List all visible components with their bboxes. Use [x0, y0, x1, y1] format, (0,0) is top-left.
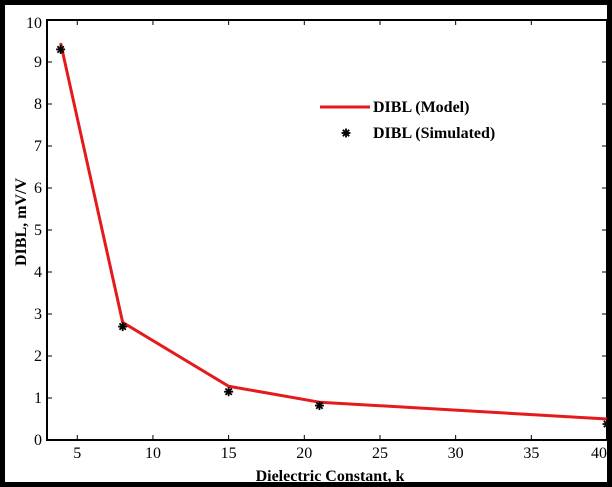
data-point-simulated	[224, 387, 234, 397]
y-tick-label: 7	[34, 138, 42, 155]
legend-asterisk	[341, 128, 351, 138]
x-tick-label: 15	[221, 445, 237, 462]
data-point-simulated	[314, 401, 324, 411]
y-tick-label: 3	[34, 306, 42, 323]
series-lines	[59, 42, 608, 421]
legend: DIBL (Model) DIBL (Simulated)	[320, 99, 495, 142]
x-tick-label: 35	[523, 445, 539, 462]
y-tick-label: 1	[34, 390, 42, 407]
plot-area	[46, 19, 608, 441]
y-tick-label: 6	[34, 180, 42, 197]
y-axis-label: DIBL, mV/V	[13, 178, 30, 266]
x-axis-label: Dielectric Constant, k	[256, 468, 405, 485]
series-line-model	[59, 42, 608, 421]
legend-label-simulated: DIBL (Simulated)	[373, 125, 495, 142]
x-tick-label: 5	[73, 445, 81, 462]
data-point-simulated	[56, 44, 66, 54]
x-tick-label: 30	[448, 445, 464, 462]
y-tick-label: 8	[34, 96, 42, 113]
y-tick-label: 10	[26, 15, 42, 32]
x-tick-label: 40	[591, 445, 607, 462]
data-point-simulated	[602, 419, 612, 429]
legend-marker-simulated	[341, 128, 351, 138]
y-tick-label: 2	[34, 348, 42, 365]
data-point-simulated	[118, 322, 128, 332]
axis-ticks: 5 10 15 20 25 30 35 40 0 1 2 3 4 5 6 7 8 9 10	[26, 15, 608, 462]
legend-label-model: DIBL (Model)	[373, 99, 469, 116]
y-tick-label: 5	[34, 222, 42, 239]
y-tick-label: 4	[34, 264, 42, 281]
series-markers	[56, 44, 612, 429]
y-tick-label: 0	[34, 432, 42, 449]
x-tick-label: 20	[296, 445, 312, 462]
x-tick-label: 10	[145, 445, 161, 462]
y-tick-label: 9	[34, 54, 42, 71]
x-tick-label: 25	[372, 445, 388, 462]
